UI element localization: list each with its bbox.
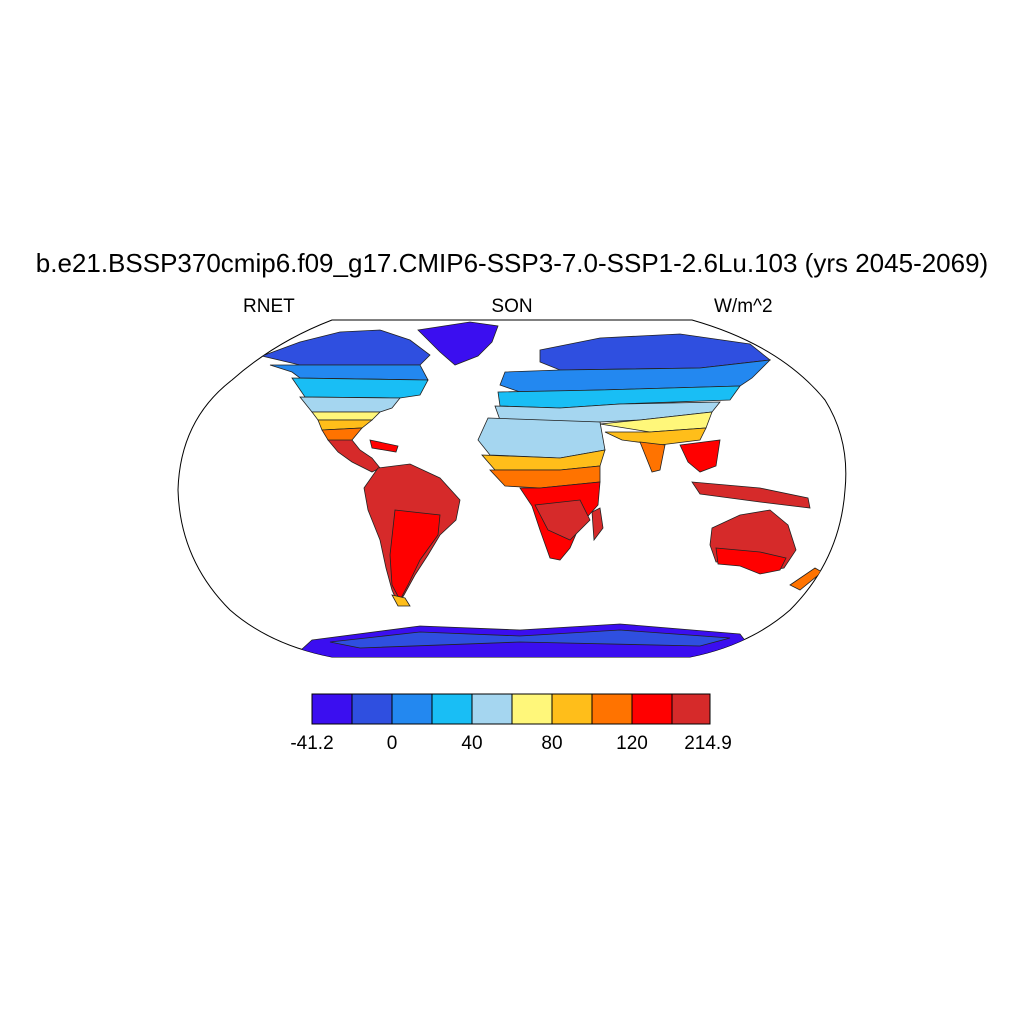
colorbar-box-4 [431,693,473,725]
south-america-east [389,509,441,601]
colorbar-box-9 [631,693,673,725]
colorbar-box-5 [471,693,513,725]
season-label: SON [491,296,533,317]
colorbar-label-1: -41.2 [290,733,334,754]
india [639,441,666,473]
colorbar-label-3: 40 [461,733,483,754]
caribbean [369,439,399,453]
asia-warm [599,411,713,433]
colorbar-box-1 [311,693,353,725]
colorbar [311,693,711,725]
colorbar-label-2: 0 [386,733,398,754]
colorbar-box-8 [591,693,633,725]
africa-north [477,417,606,459]
africa-hot [534,499,591,541]
madagascar [591,507,604,542]
asia-south [604,427,707,446]
colorbar-box-6 [511,693,553,725]
greenland [417,321,499,366]
units-label: W/m^2 [714,296,773,317]
antarctica-edge [329,629,731,649]
colorbar-label-6: 214.9 [684,733,732,754]
colorbar-box-2 [351,693,393,725]
colorbar-box-7 [551,693,593,725]
eurasia-cool [499,359,772,393]
australia-south [715,547,787,575]
colorbar-label-5: 120 [616,733,648,754]
north-america-temperate [299,396,401,413]
colorbar-label-4: 80 [541,733,563,754]
southeast-asia [679,439,721,473]
indonesia [691,481,811,509]
north-america-mild [291,377,429,399]
colorbar-box-3 [391,693,433,725]
map-title: b.e21.BSSP370cmip6.f09_g17.CMIP6-SSP3-7.… [35,248,989,278]
north-america-warm [311,411,381,421]
variable-label: RNET [243,296,295,317]
patagonia [391,594,411,607]
colorbar-box-10 [671,693,711,725]
